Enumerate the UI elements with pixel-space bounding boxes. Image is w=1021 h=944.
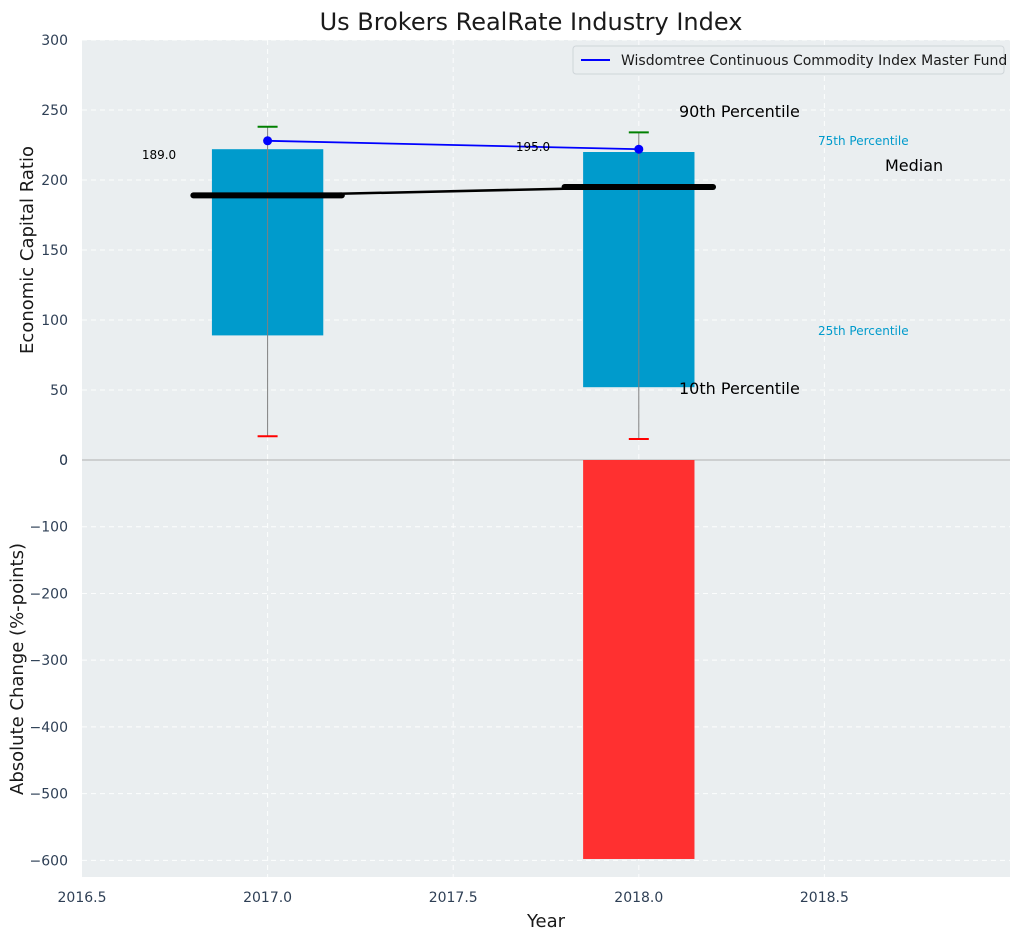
p75-annotation: 75th Percentile [818,134,909,148]
top-y-tick-label-100: 100 [41,313,68,329]
bottom-y-tick-label--400: −400 [30,720,68,736]
fund-series-line [267,139,639,151]
bottom-y-tick-label--100: −100 [30,520,68,536]
change-bar-2018 [583,460,695,859]
bottom-y-tick-label--200: −200 [30,586,68,602]
top-marks [190,125,717,440]
top-y-tick-label-50: 50 [50,383,68,399]
x-tick-label-2016-5: 2016.5 [58,890,107,906]
top-y-tick-label-150: 150 [41,243,68,259]
bottom-y-axis-title: Absolute Change (%-points) [7,543,28,795]
top-y-tick-label-0: 0 [59,453,68,469]
top-y-tick-label-300: 300 [41,33,68,49]
top-y-axis-title: Economic Capital Ratio [17,146,38,354]
bottom-y-tick-label-0: 0 [59,453,68,469]
x-ticks: 2016.5 2017.0 2017.5 2018.0 2018.5 [58,890,849,906]
p25-annotation: 25th Percentile [818,324,909,338]
bottom-y-tick-label--300: −300 [30,653,68,669]
x-tick-label-2017-5: 2017.5 [429,890,478,906]
x-tick-label-2018: 2018.0 [614,890,663,906]
bottom-y-ticks: 0 −100 −200 −300 −400 −500 −600 [30,453,68,869]
legend-label: Wisdomtree Continuous Commodity Index Ma… [621,53,1007,69]
legend: Wisdomtree Continuous Commodity Index Ma… [572,45,1007,75]
median-annotation: Median [885,156,943,175]
x-tick-label-2017: 2017.0 [243,890,292,906]
x-tick-label-2018-5: 2018.5 [800,890,849,906]
bottom-y-tick-label--600: −600 [30,853,68,869]
p10-annotation: 10th Percentile [679,379,800,398]
legend-box [572,45,1005,75]
x-axis-title: Year [526,911,566,932]
bottom-plot-area [82,460,1010,877]
fund-point-2017 [263,136,273,146]
bottom-marks [583,460,695,859]
top-y-ticks: 0 50 100 150 200 250 300 [41,33,68,469]
chart-title: Us Brokers RealRate Industry Index [320,8,743,36]
fund-point-2018 [634,144,644,154]
top-y-tick-label-200: 200 [41,173,68,189]
median-value-label-2018: 195.0 [516,140,550,154]
bottom-y-tick-label--500: −500 [30,787,68,803]
median-value-label-2017: 189.0 [142,148,176,162]
p90-annotation: 90th Percentile [679,102,800,121]
top-y-tick-label-250: 250 [41,103,68,119]
